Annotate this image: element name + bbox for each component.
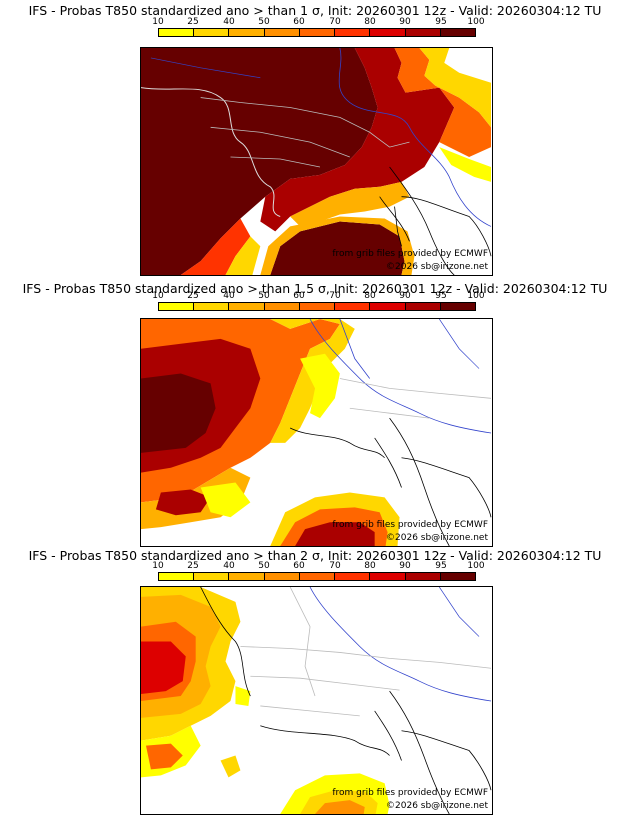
colorbar [158,572,476,581]
colorbar-swatch [370,573,406,580]
colorbar-swatch [229,303,265,310]
colorbar-tick: 10 [152,561,164,571]
colorbar-tick: 100 [467,561,485,571]
colorbar-tick: 25 [187,17,199,27]
colorbar-tick: 50 [258,17,270,27]
colorbar-tick: 90 [399,561,411,571]
colorbar-swatch [194,573,230,580]
colorbar-tick: 100 [467,17,485,27]
panel-title: IFS - Probas T850 standardized ano > tha… [22,281,608,296]
colorbar-swatch [264,29,300,36]
colorbar-swatch [159,29,195,36]
colorbar-tick-labels: 10 25 40 50 60 70 80 90 95 100 [140,561,484,572]
credit-copyright: ©2026 sb@irizone.net [386,533,488,543]
colorbar-swatch [335,303,371,310]
colorbar-tick: 80 [364,561,376,571]
colorbar-swatch [335,29,371,36]
colorbar-tick: 70 [329,561,341,571]
colorbar-tick: 40 [223,17,235,27]
credit-copyright: ©2026 sb@irizone.net [386,262,488,272]
map-canvas [141,48,492,275]
colorbar-swatch [370,303,406,310]
colorbar-tick: 80 [364,17,376,27]
probability-map: from grib files provided by ECMWF ©2026 … [140,318,493,547]
colorbar [158,28,476,37]
colorbar [158,302,476,311]
colorbar-swatch [299,29,336,36]
colorbar-tick: 80 [364,291,376,301]
map-canvas [141,587,492,814]
colorbar-tick: 70 [329,17,341,27]
colorbar-tick: 60 [293,561,305,571]
colorbar-tick: 90 [399,291,411,301]
colorbar-tick: 60 [293,17,305,27]
colorbar-swatch [405,573,441,580]
colorbar-tick: 95 [435,561,447,571]
colorbar-tick: 60 [293,291,305,301]
panel-title: IFS - Probas T850 standardized ano > tha… [28,548,602,563]
colorbar-swatch [440,303,475,310]
colorbar-tick: 40 [223,291,235,301]
colorbar-swatch [229,573,265,580]
colorbar-tick: 40 [223,561,235,571]
colorbar-tick: 50 [258,291,270,301]
colorbar-swatch [405,303,441,310]
colorbar-swatch [194,29,230,36]
colorbar-tick: 90 [399,17,411,27]
colorbar-tick: 25 [187,561,199,571]
colorbar-tick: 95 [435,17,447,27]
probability-map: from grib files provided by ECMWF ©2026 … [140,586,493,815]
colorbar-swatch [159,573,195,580]
credit-source: from grib files provided by ECMWF [332,520,488,530]
credit-source: from grib files provided by ECMWF [332,788,488,798]
colorbar-swatch [229,29,265,36]
colorbar-swatch [264,573,300,580]
colorbar-swatch [159,303,195,310]
colorbar-swatch [440,573,475,580]
map-canvas [141,319,492,546]
colorbar-swatch [335,573,371,580]
colorbar-tick: 95 [435,291,447,301]
colorbar-swatch [194,303,230,310]
colorbar-swatch [370,29,406,36]
colorbar-swatch [299,573,336,580]
credit-source: from grib files provided by ECMWF [332,249,488,259]
colorbar-swatch [264,303,300,310]
colorbar-tick-labels: 10 25 40 50 60 70 80 90 95 100 [140,291,484,302]
colorbar-swatch [440,29,475,36]
colorbar-tick: 100 [467,291,485,301]
probability-map: from grib files provided by ECMWF ©2026 … [140,47,493,276]
colorbar-tick: 50 [258,561,270,571]
colorbar-swatch [299,303,336,310]
credit-copyright: ©2026 sb@irizone.net [386,801,488,811]
colorbar-tick: 25 [187,291,199,301]
colorbar-tick: 10 [152,291,164,301]
colorbar-tick: 70 [329,291,341,301]
panel-title: IFS - Probas T850 standardized ano > tha… [28,3,602,18]
colorbar-tick: 10 [152,17,164,27]
colorbar-tick-labels: 10 25 40 50 60 70 80 90 95 100 [140,17,484,28]
colorbar-swatch [405,29,441,36]
